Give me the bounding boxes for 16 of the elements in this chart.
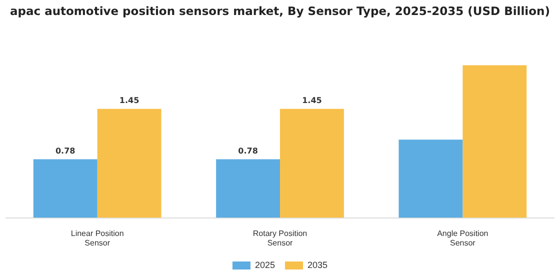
bar: [462, 65, 527, 218]
bar: [398, 140, 463, 218]
data-label: 0.78: [238, 146, 258, 156]
bar: [97, 108, 162, 218]
legend-label: 2025: [254, 260, 276, 270]
x-tick-label: Rotary Position Sensor: [252, 228, 308, 248]
data-label: 1.45: [302, 96, 322, 105]
bar: [280, 108, 344, 218]
bar: [216, 159, 280, 218]
x-tick-label: Linear Position Sensor: [70, 228, 124, 248]
data-label: 1.45: [119, 96, 140, 105]
chart-title: apac automotive position sensors market, By Sensor Type, 2025-2035 (USD Billion): [9, 4, 551, 18]
x-tick-label: Angle Position Sensor: [437, 228, 488, 248]
bar: [33, 159, 98, 218]
data-label: 0.78: [55, 146, 76, 156]
legend-label: 2035: [308, 260, 328, 270]
